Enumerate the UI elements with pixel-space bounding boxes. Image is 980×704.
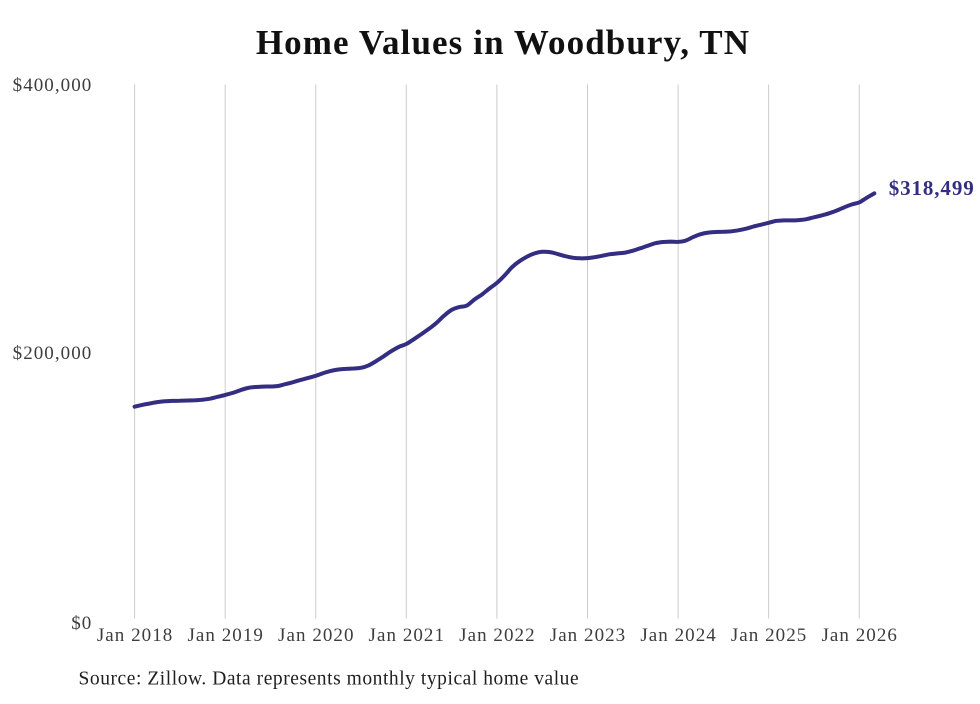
svg-text:Jan 2019: Jan 2019 bbox=[187, 625, 263, 646]
svg-text:Jan 2023: Jan 2023 bbox=[550, 625, 626, 646]
svg-text:Jan 2026: Jan 2026 bbox=[821, 625, 897, 646]
svg-text:$400,000: $400,000 bbox=[13, 75, 93, 96]
svg-text:Jan 2024: Jan 2024 bbox=[640, 625, 716, 646]
svg-text:Home Values in Woodbury, TN: Home Values in Woodbury, TN bbox=[256, 23, 750, 62]
svg-text:Jan 2020: Jan 2020 bbox=[278, 625, 354, 646]
svg-text:$318,499: $318,499 bbox=[889, 176, 975, 200]
svg-text:$0: $0 bbox=[71, 613, 92, 634]
svg-text:Jan 2025: Jan 2025 bbox=[731, 625, 807, 646]
svg-text:$200,000: $200,000 bbox=[13, 343, 93, 364]
svg-text:Source: Zillow. Data represent: Source: Zillow. Data represents monthly … bbox=[79, 669, 580, 690]
svg-text:Jan 2021: Jan 2021 bbox=[369, 625, 445, 646]
svg-text:Jan 2018: Jan 2018 bbox=[97, 625, 173, 646]
svg-text:Jan 2022: Jan 2022 bbox=[459, 625, 535, 646]
